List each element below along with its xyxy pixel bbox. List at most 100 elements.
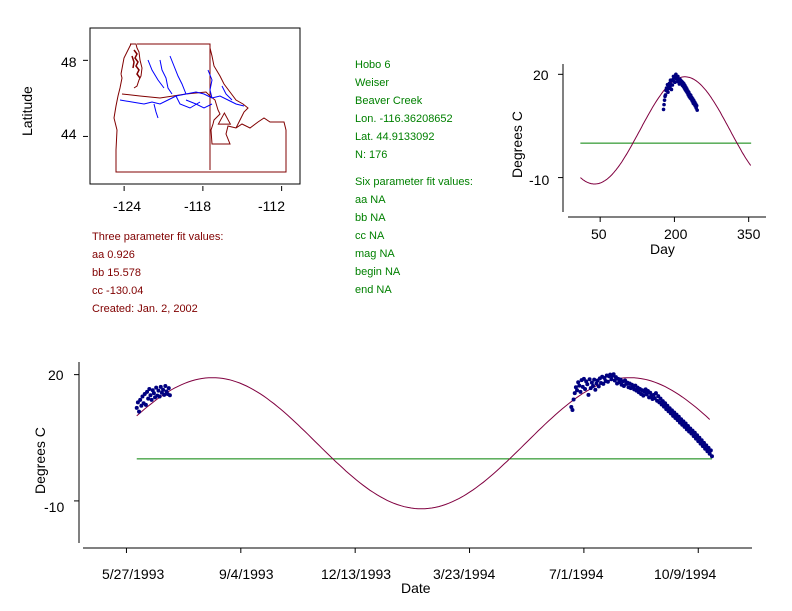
large-xtick-2: 12/13/1993 [321, 566, 392, 582]
map-ytick-48: 48 [61, 54, 77, 70]
six-param-bb: bb NA [355, 212, 386, 224]
large-ytick-20: 20 [48, 367, 64, 383]
small-data-point [661, 107, 666, 112]
map-axes [83, 59, 283, 191]
large-data-point [156, 388, 161, 393]
small-data-point [662, 102, 666, 107]
small-data-point [670, 83, 675, 87]
large-ytick-neg10: -10 [44, 499, 65, 515]
large-data-point [148, 393, 153, 398]
large-data-point [577, 383, 582, 388]
large-data-point [570, 407, 575, 412]
large-data-point [583, 386, 588, 391]
large-axis-ticks [74, 374, 699, 553]
three-param-bb: bb 15.578 [92, 267, 141, 279]
small-data-point [662, 98, 667, 102]
large-data-point [146, 396, 151, 401]
small-xlabel: Day [650, 241, 675, 257]
station-lat: Lat. 44.9133092 [355, 131, 435, 143]
large-data-point [585, 382, 590, 387]
six-param-end: end NA [355, 284, 392, 296]
station-stream: Beaver Creek [355, 95, 423, 107]
large-xlabel: Date [401, 580, 431, 596]
large-data-point [163, 383, 168, 388]
station-marker-triangle [217, 112, 232, 125]
large-data-point [138, 397, 143, 402]
large-data-point [644, 392, 649, 397]
state-boundaries [113, 43, 287, 173]
small-data-point [695, 108, 699, 112]
large-xtick-3: 3/23/1994 [433, 566, 496, 582]
small-data-point [666, 90, 670, 95]
map-ylabel: Latitude [19, 86, 35, 136]
six-param-begin: begin NA [355, 266, 401, 278]
six-param-cc: cc NA [355, 230, 385, 242]
small-ylabel: Degrees C [509, 111, 525, 178]
station-name: Hobo 6 [355, 59, 391, 71]
map-frame [89, 27, 301, 185]
large-data-point [147, 386, 152, 391]
large-data-point [166, 386, 171, 391]
small-xtick-200: 200 [664, 226, 688, 242]
three-param-aa: aa 0.926 [92, 249, 135, 261]
large-data-point [161, 387, 166, 392]
large-data-point [586, 392, 591, 397]
station-lon: Lon. -116.36208652 [355, 113, 453, 125]
large-data-point [134, 405, 139, 410]
map-ytick-44: 44 [61, 126, 77, 142]
day-temperature-chart [558, 64, 766, 222]
small-data-points [661, 72, 699, 112]
large-ylabel: Degrees C [32, 427, 48, 494]
large-data-point [151, 391, 156, 396]
large-data-point [145, 389, 150, 394]
large-data-point [137, 409, 142, 414]
map-xtick-118: -118 [184, 198, 211, 214]
large-data-point [143, 402, 148, 407]
rivers [119, 55, 245, 119]
station-town: Weiser [355, 77, 390, 89]
large-data-point [149, 397, 154, 402]
three-param-cc: cc -130.04 [92, 285, 144, 297]
large-data-point [157, 394, 162, 399]
small-fit-curve [580, 76, 752, 185]
large-data-point [609, 377, 614, 382]
large-data-point [709, 454, 714, 459]
large-data-point [611, 372, 616, 377]
date-temperature-chart [74, 362, 752, 553]
three-param-heading: Three parameter fit values: [92, 231, 224, 243]
large-data-point [591, 383, 596, 388]
large-data-point [653, 391, 658, 396]
six-param-aa: aa NA [355, 194, 386, 206]
large-data-point [612, 378, 617, 383]
large-data-points [134, 372, 714, 459]
large-data-point [167, 393, 172, 398]
small-axis-ticks [558, 73, 750, 222]
large-data-point [162, 392, 167, 397]
station-n: N: 176 [355, 149, 388, 161]
large-data-point [571, 397, 576, 402]
map-xtick-124: -124 [113, 198, 142, 214]
large-data-point [605, 379, 610, 384]
large-xtick-4: 7/1/1994 [549, 566, 604, 582]
large-xtick-1: 9/4/1993 [219, 566, 274, 582]
large-xtick-0: 5/27/1993 [102, 566, 165, 582]
puget-sound-shore [131, 49, 141, 79]
large-xtick-5: 10/9/1994 [654, 566, 717, 582]
large-data-point [592, 377, 597, 382]
three-param-created: Created: Jan. 2, 2002 [92, 303, 198, 315]
large-data-point [578, 389, 583, 394]
large-fit-curve [136, 377, 711, 510]
small-data-point [694, 103, 699, 108]
six-param-mag: mag NA [355, 248, 395, 260]
small-xtick-50: 50 [591, 226, 607, 242]
large-data-point [587, 377, 592, 382]
large-data-point [572, 391, 577, 396]
large-data-point [641, 393, 646, 398]
large-data-point [154, 385, 159, 390]
small-data-point [663, 93, 668, 97]
location-map [83, 27, 301, 191]
large-data-point [596, 384, 601, 389]
large-data-point [589, 380, 594, 385]
large-data-point [601, 381, 606, 386]
